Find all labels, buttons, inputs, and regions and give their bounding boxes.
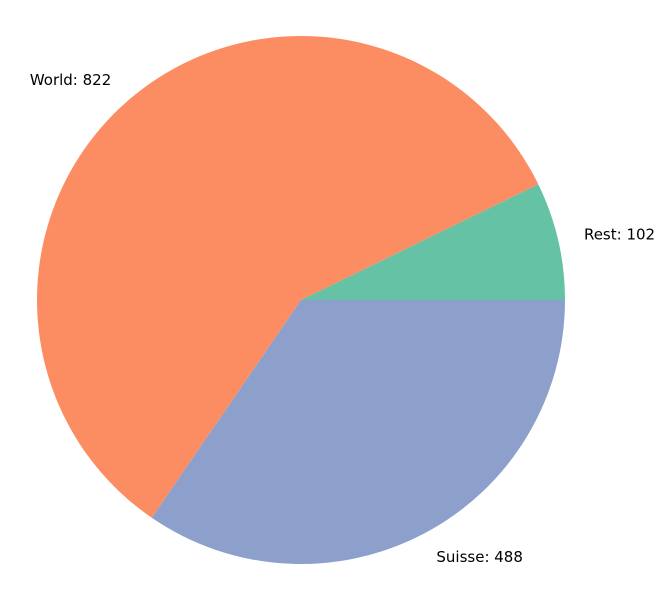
- pie-slice-rest: [301, 184, 565, 300]
- pie-slices: [37, 36, 565, 564]
- pie-label-suisse: Suisse: 488: [436, 548, 523, 566]
- pie-slice-suisse: [151, 300, 565, 564]
- pie-label-world: World: 822: [30, 71, 111, 89]
- pie-labels: Rest: 102 World: 822 Suisse: 488: [30, 71, 655, 566]
- pie-slice-world: [37, 36, 539, 518]
- pie-label-rest: Rest: 102: [584, 226, 655, 244]
